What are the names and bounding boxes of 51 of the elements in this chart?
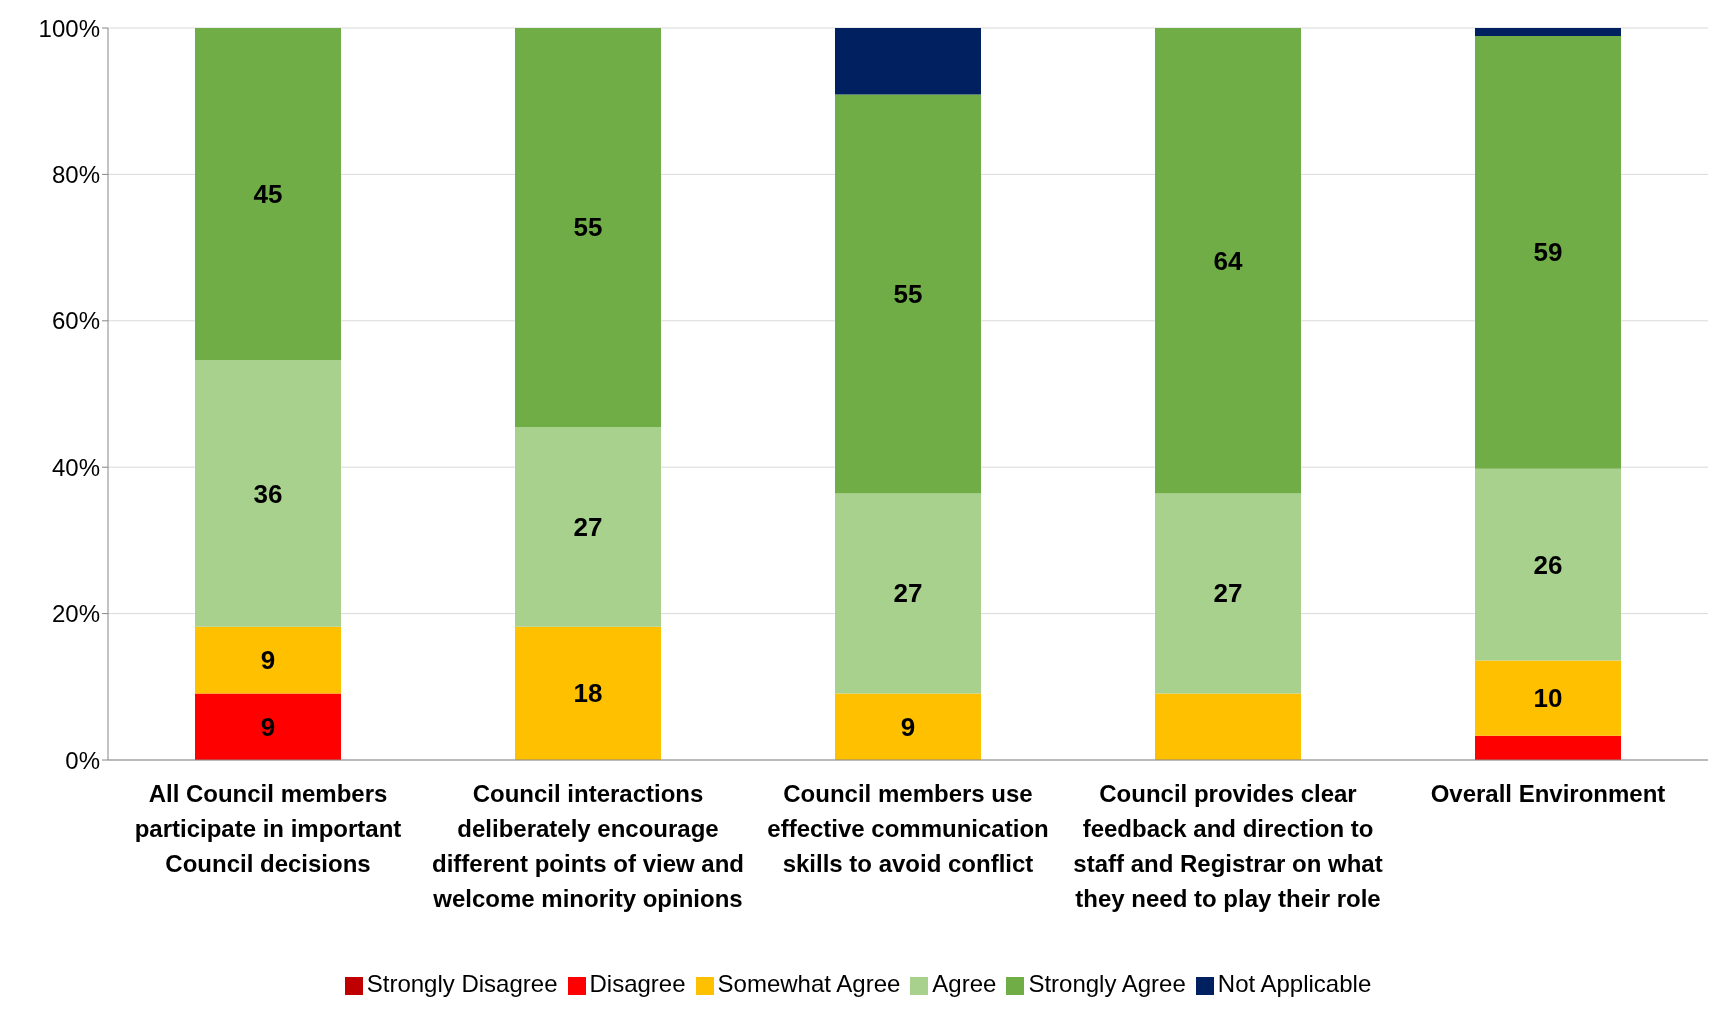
data-label: 27 — [893, 578, 923, 609]
y-tick-label: 60% — [51, 307, 100, 335]
bar — [1475, 660, 1621, 736]
data-label: 55 — [573, 212, 603, 243]
data-label: 45 — [253, 179, 283, 210]
legend-label: Strongly Agree — [1028, 970, 1186, 997]
bar — [835, 94, 981, 494]
bar — [1155, 693, 1301, 760]
bar — [1475, 28, 1621, 37]
y-tick-label: 80% — [51, 160, 100, 188]
data-label: 9 — [260, 711, 276, 742]
bar — [835, 28, 981, 95]
bar — [835, 693, 981, 760]
data-label: 27 — [1213, 578, 1243, 609]
y-tick-label: 40% — [51, 453, 100, 481]
bar — [1475, 735, 1621, 760]
bar — [195, 626, 341, 694]
legend-label: Agree — [932, 970, 997, 997]
y-tick-label: 20% — [51, 600, 100, 628]
bar — [1475, 468, 1621, 661]
bar — [515, 28, 661, 427]
legend-label: Strongly Disagree — [366, 970, 558, 997]
data-label: 36 — [253, 478, 283, 509]
bar — [195, 28, 341, 361]
data-label: 26 — [1533, 549, 1563, 580]
data-label: 10 — [1533, 683, 1563, 714]
legend-label: Not Applicable — [1217, 970, 1372, 997]
data-label: 27 — [573, 511, 603, 542]
bar — [195, 360, 341, 627]
y-tick-label: 100% — [38, 14, 100, 42]
data-label: 9 — [260, 645, 276, 676]
data-label: 59 — [1533, 237, 1563, 268]
bar — [1475, 36, 1621, 469]
x-tick-label: Council members use effective communication skills to avoid conflict — [767, 780, 1049, 877]
data-label: 64 — [1213, 245, 1243, 276]
legend-label: Disagree — [589, 970, 686, 997]
data-label: 9 — [900, 711, 916, 742]
bar — [1155, 28, 1301, 494]
bar — [835, 493, 981, 694]
x-tick-label: Council interactions deliberately encourage different points of view and welcome minority opinions — [431, 780, 745, 912]
bar — [515, 626, 661, 760]
bar — [515, 426, 661, 627]
bar — [1155, 493, 1301, 694]
bar — [195, 693, 341, 760]
data-label: 18 — [573, 678, 603, 709]
data-label: 55 — [893, 279, 923, 310]
x-tick-label: Overall Environment — [1430, 780, 1666, 807]
y-tick-label: 0% — [65, 746, 100, 774]
x-tick-label: All Council members participate in important Council decisions — [134, 780, 402, 877]
legend-label: Somewhat Agree — [717, 970, 901, 997]
x-tick-label: Council provides clear feedback and direction to staff and Registrar on what they need to play their role — [1073, 780, 1383, 912]
